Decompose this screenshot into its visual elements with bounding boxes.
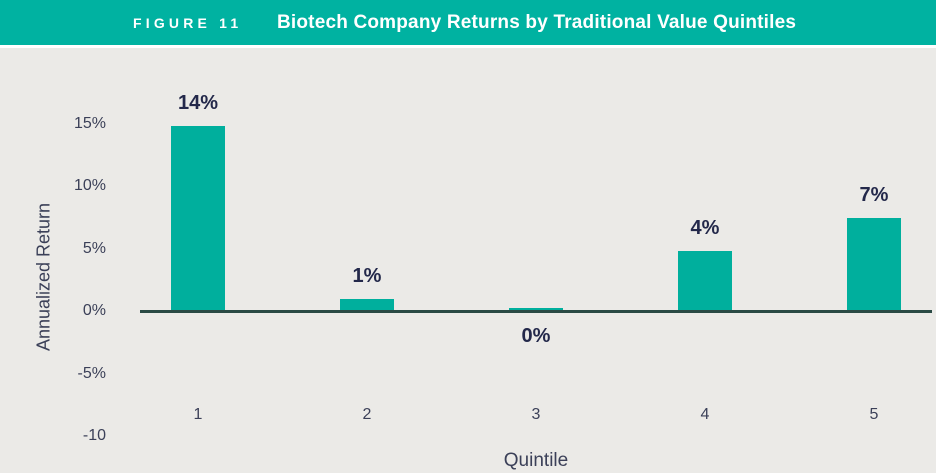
x-tick-5: 5 [869, 406, 879, 423]
y-tick--5%: -5% [77, 364, 106, 382]
x-axis-title: Quintile [503, 450, 569, 471]
bar-quintile-5 [847, 217, 901, 311]
bar-quintile-1 [171, 126, 225, 311]
bar-quintile-3 [509, 307, 563, 311]
figure-header-bar: FIGURE 11 Biotech Company Returns by Tra… [0, 0, 936, 45]
bar-value-label-quintile-1: 14% [177, 92, 219, 114]
figure-title: Biotech Company Returns by Traditional V… [277, 11, 797, 33]
bar-value-label-quintile-5: 7% [859, 183, 889, 206]
bar-quintile-2 [340, 299, 394, 311]
y-tick--10: -10 [82, 427, 106, 444]
x-axis-zero-line [140, 310, 932, 313]
x-tick-4: 4 [700, 406, 710, 423]
x-tick-1: 1 [193, 406, 203, 423]
y-tick-5%: 5% [82, 239, 106, 257]
x-tick-2: 2 [362, 406, 372, 423]
x-tick-3: 3 [531, 406, 541, 423]
bar-value-label-quintile-2: 1% [352, 265, 382, 288]
chart-plot-background [0, 48, 936, 473]
y-tick-10%: 10% [73, 177, 106, 194]
bar-value-label-quintile-4: 4% [690, 217, 720, 239]
figure-number-label: FIGURE 11 [133, 14, 243, 31]
y-tick-15%: 15% [73, 114, 106, 132]
bar-quintile-4 [678, 251, 732, 311]
bar-value-label-quintile-3: 0% [521, 325, 551, 347]
y-axis-title: Annualized Return [33, 202, 54, 352]
y-tick-0%: 0% [82, 302, 106, 319]
